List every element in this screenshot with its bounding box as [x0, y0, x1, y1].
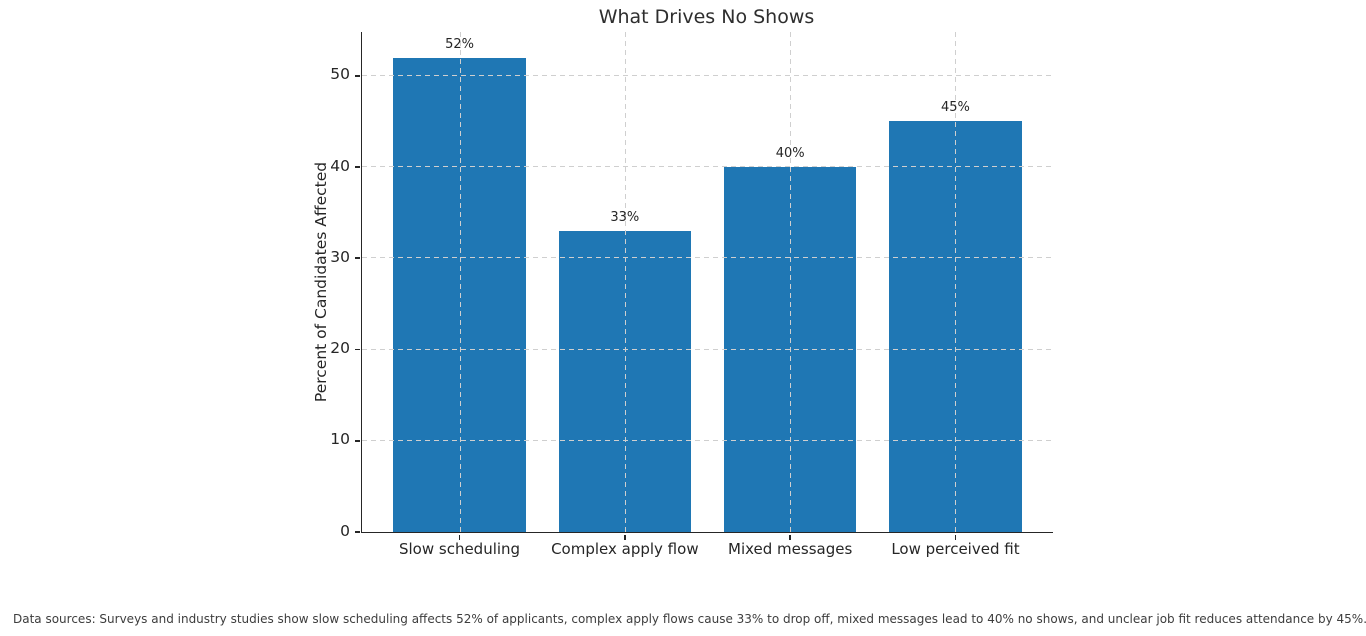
h-gridline [362, 439, 1053, 441]
h-gridline [362, 74, 1053, 76]
x-tick-label: Slow scheduling [398, 540, 521, 558]
y-tick-mark [355, 75, 361, 77]
plot-area: 0 10 20 30 40 50 Slow scheduling 52% Complex app… [330, 32, 1053, 558]
bar-value-label: 52% [445, 36, 474, 52]
x-tick-mark [624, 535, 626, 541]
y-tick-label: 20 [330, 339, 350, 358]
y-tick-label: 10 [330, 430, 350, 449]
data-sources-note: Data sources: Surveys and industry studi… [13, 612, 1366, 626]
y-tick-label: 0 [340, 521, 350, 540]
x-tick-label: Mixed messages [728, 540, 853, 558]
x-tick-mark [789, 535, 791, 541]
y-axis-label: Percent of Candidates Affected [312, 161, 330, 403]
y-tick-label: 40 [330, 156, 350, 175]
bar-low-perceived-fit [889, 121, 1022, 532]
y-tick-mark [355, 439, 361, 442]
bar-complex-apply-flow [558, 230, 691, 532]
x-tick-label: Low perceived fit [891, 540, 1020, 558]
y-tick-mark [355, 166, 361, 168]
v-gridline [955, 32, 957, 532]
y-tick-label: 30 [330, 247, 350, 266]
bar-value-label: 33% [610, 209, 640, 225]
h-gridline [362, 166, 1053, 168]
v-gridline [624, 32, 626, 532]
bar-value-label: 45% [941, 100, 970, 116]
h-gridline [362, 348, 1053, 350]
bar-slow-scheduling [393, 57, 526, 532]
x-tick-mark [458, 535, 461, 541]
y-tick-label: 50 [330, 65, 350, 84]
y-tick-mark [355, 348, 361, 351]
h-gridline [362, 257, 1053, 259]
chart-title: What Drives No Shows [598, 6, 815, 28]
x-tick-label: Complex apply flow [551, 540, 699, 558]
x-tick-mark [954, 535, 957, 541]
v-gridline [790, 32, 792, 532]
y-tick-mark [355, 257, 361, 260]
bar-value-label: 40% [775, 146, 805, 162]
y-tick-mark [355, 531, 361, 533]
v-gridline [459, 32, 461, 532]
